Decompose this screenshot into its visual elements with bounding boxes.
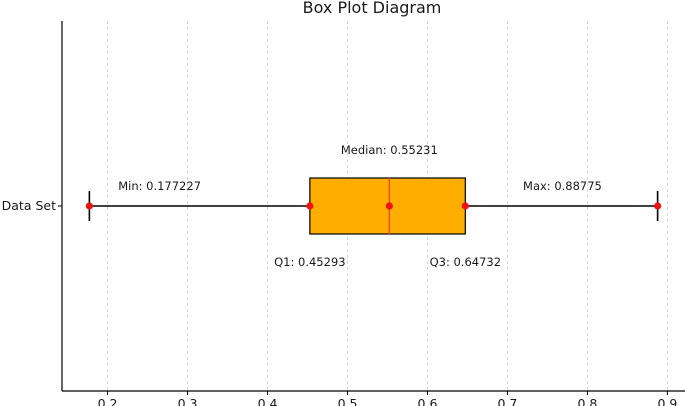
median-point — [385, 202, 393, 210]
x-tick-label-0: 0.2 — [98, 396, 118, 406]
q3-annotation: Q3: 0.64732 — [430, 255, 501, 269]
x-tick-label-5: 0.7 — [498, 396, 518, 406]
min-annotation: Min: 0.177227 — [118, 179, 201, 193]
x-tick-label-3: 0.5 — [338, 396, 358, 406]
x-tick-label-1: 0.3 — [178, 396, 198, 406]
y-category-label-0: Data Set — [2, 198, 56, 213]
x-tick-label-6: 0.8 — [577, 396, 597, 406]
x-tick-label-7: 0.9 — [657, 396, 677, 406]
x-tick-label-4: 0.6 — [418, 396, 438, 406]
min-point — [85, 202, 93, 210]
box-plot — [85, 177, 662, 235]
chart-title: Box Plot Diagram — [303, 0, 442, 17]
annotations: Min: 0.177227 Median: 0.55231 Max: 0.88775… — [118, 143, 602, 269]
x-tick-label-2: 0.4 — [258, 396, 278, 406]
q1-point — [306, 202, 314, 210]
x-axis-ticks: 0.2 0.3 0.4 0.5 0.6 0.7 0.8 0.9 — [98, 391, 677, 406]
y-axis-categories: Data Set — [2, 198, 62, 213]
q3-point — [461, 202, 469, 210]
grid-lines — [107, 21, 668, 391]
max-point — [654, 202, 662, 210]
max-annotation: Max: 0.88775 — [523, 179, 602, 193]
median-annotation: Median: 0.55231 — [341, 143, 438, 157]
q1-annotation: Q1: 0.45293 — [274, 255, 345, 269]
